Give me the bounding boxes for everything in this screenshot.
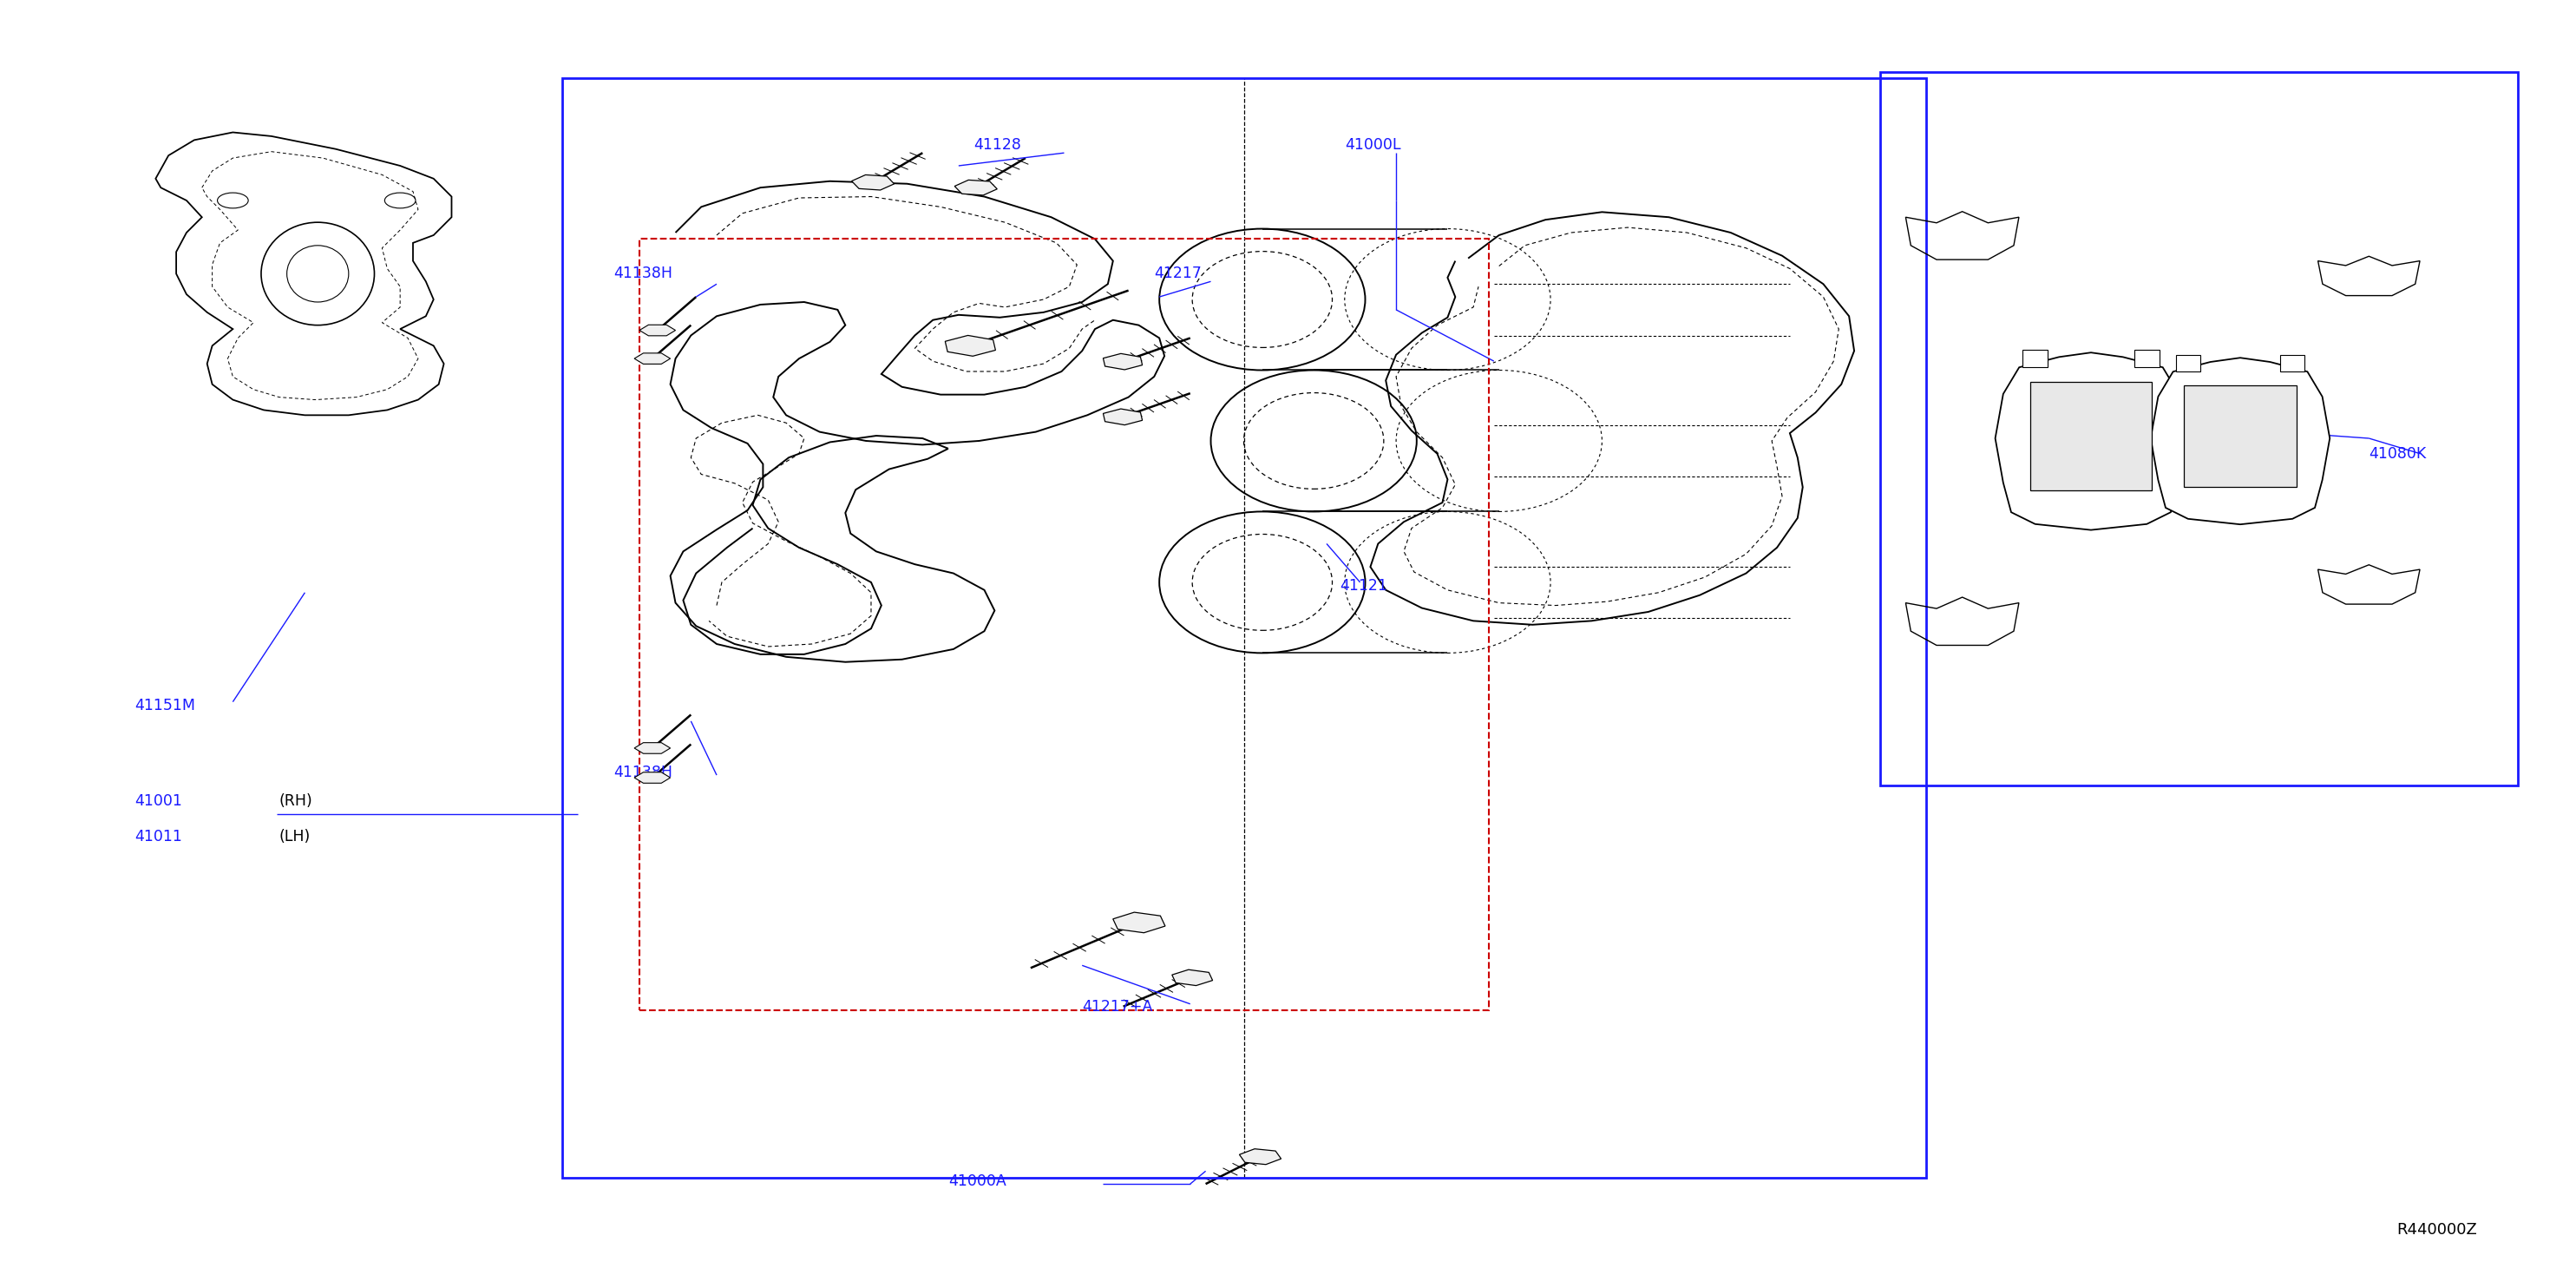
Polygon shape	[2022, 349, 2048, 367]
Bar	[562, 79, 1927, 1177]
Text: (RH): (RH)	[278, 793, 312, 809]
Polygon shape	[2151, 358, 2329, 524]
Text: 41121: 41121	[1340, 578, 1386, 594]
Text: 41217+A: 41217+A	[1082, 998, 1151, 1015]
Text: 41000A: 41000A	[948, 1173, 1007, 1189]
Polygon shape	[1996, 353, 2187, 529]
Text: 41001: 41001	[134, 793, 183, 809]
Text: 41217: 41217	[1154, 265, 1203, 282]
Polygon shape	[1103, 408, 1141, 425]
Text: R440000Z: R440000Z	[2396, 1222, 2478, 1238]
Bar	[639, 240, 1489, 1010]
Polygon shape	[1239, 1149, 1280, 1164]
Polygon shape	[639, 325, 675, 336]
Polygon shape	[945, 335, 994, 357]
Polygon shape	[2184, 385, 2298, 487]
Text: 41151M: 41151M	[134, 698, 196, 714]
Bar	[1880, 72, 2519, 786]
Polygon shape	[634, 773, 670, 783]
Polygon shape	[1113, 912, 1164, 933]
Text: 41138H: 41138H	[613, 765, 672, 781]
Polygon shape	[2280, 355, 2306, 372]
Text: 41138H: 41138H	[613, 265, 672, 282]
Text: (LH): (LH)	[278, 829, 312, 845]
Polygon shape	[2177, 355, 2200, 372]
Text: 41011: 41011	[134, 829, 183, 845]
Polygon shape	[2030, 383, 2151, 489]
Polygon shape	[1172, 970, 1213, 985]
Polygon shape	[1103, 354, 1141, 370]
Polygon shape	[2133, 349, 2159, 367]
Text: 41000K: 41000K	[2087, 375, 2143, 390]
Text: 41000L: 41000L	[1345, 138, 1401, 153]
Text: 41080K: 41080K	[2370, 446, 2427, 461]
Polygon shape	[853, 175, 894, 191]
Polygon shape	[634, 353, 670, 365]
Polygon shape	[956, 180, 997, 196]
Polygon shape	[634, 743, 670, 753]
Text: 41128: 41128	[974, 138, 1023, 153]
